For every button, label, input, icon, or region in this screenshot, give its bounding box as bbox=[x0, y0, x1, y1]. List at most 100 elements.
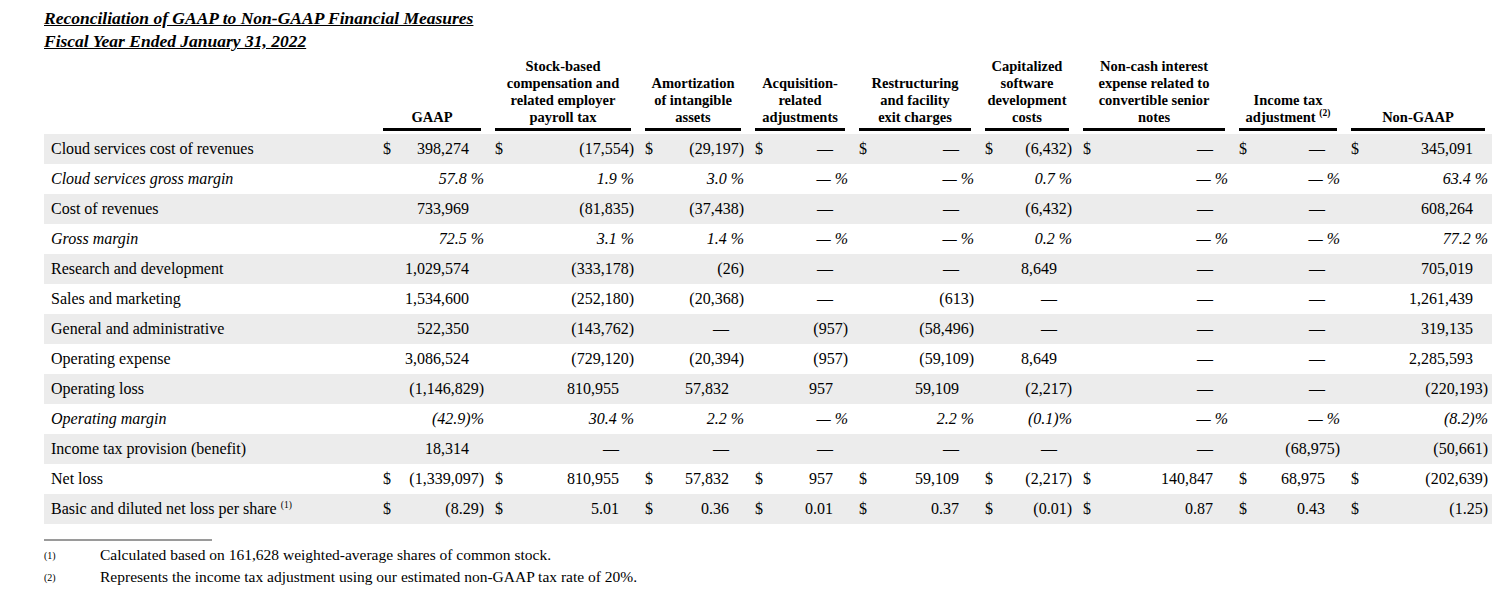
amount-value: 957 bbox=[809, 470, 852, 488]
amount-cell: (6,432) bbox=[978, 194, 1076, 224]
table-row: Basic and diluted net loss per share (1)… bbox=[44, 494, 1492, 524]
column-header: Non-GAAP bbox=[1344, 58, 1492, 134]
currency-symbol: $ bbox=[645, 500, 653, 518]
amount-cell: 8,649 bbox=[978, 344, 1076, 374]
amount-value: (143,762) bbox=[571, 320, 638, 338]
amount-value: — bbox=[713, 320, 748, 338]
footnote-rule bbox=[44, 539, 212, 541]
amount-cell: (333,178) bbox=[488, 254, 638, 284]
amount-value: 18,314 bbox=[425, 440, 488, 458]
reconciliation-table: GAAPStock-basedcompensation andrelated e… bbox=[44, 58, 1492, 524]
amount-value: 957 bbox=[809, 380, 852, 398]
amount-cell: 3.0 % bbox=[638, 164, 748, 194]
amount-cell: $345,091 bbox=[1344, 134, 1492, 164]
amount-cell: (81,835) bbox=[488, 194, 638, 224]
amount-cell: — % bbox=[1232, 404, 1344, 434]
amount-value: — bbox=[1041, 290, 1076, 308]
amount-value: — % bbox=[1308, 170, 1344, 188]
table-row: Operating loss(1,146,829)810,95557,83295… bbox=[44, 374, 1492, 404]
amount-cell: 3,086,524 bbox=[376, 344, 488, 374]
amount-cell: 733,969 bbox=[376, 194, 488, 224]
column-header: Acquisition-relatedadjustments bbox=[748, 58, 852, 134]
amount-value: — bbox=[1309, 200, 1344, 218]
currency-symbol: $ bbox=[645, 140, 653, 158]
amount-value: 705,019 bbox=[1421, 260, 1492, 278]
amount-cell: 63.4 % bbox=[1344, 164, 1492, 194]
amount-cell: $0.36 bbox=[638, 494, 748, 524]
amount-cell: 0.2 % bbox=[978, 224, 1076, 254]
amount-cell: 72.5 % bbox=[376, 224, 488, 254]
amount-cell: 30.4 % bbox=[488, 404, 638, 434]
amount-value: 0.2 % bbox=[1035, 230, 1076, 248]
amount-cell: $(17,554) bbox=[488, 134, 638, 164]
currency-symbol: $ bbox=[755, 500, 763, 518]
amount-value: (1,339,097) bbox=[409, 470, 488, 488]
amount-value: — % bbox=[942, 170, 978, 188]
amount-value: — bbox=[1309, 140, 1344, 158]
amount-cell: — bbox=[1076, 374, 1232, 404]
amount-cell: (2,217) bbox=[978, 374, 1076, 404]
amount-cell: — bbox=[1076, 194, 1232, 224]
currency-symbol: $ bbox=[859, 470, 867, 488]
amount-value: 59,109 bbox=[915, 470, 978, 488]
amount-value: — bbox=[1197, 290, 1232, 308]
amount-cell: — bbox=[748, 254, 852, 284]
amount-value: 77.2 % bbox=[1443, 230, 1492, 248]
amount-value: — bbox=[1041, 440, 1076, 458]
footnote-text: Represents the income tax adjustment usi… bbox=[100, 566, 1492, 588]
amount-cell: 1,534,600 bbox=[376, 284, 488, 314]
column-header: Amortizationof intangibleassets bbox=[638, 58, 748, 134]
column-header: Capitalizedsoftwaredevelopmentcosts bbox=[978, 58, 1076, 134]
amount-cell: (143,762) bbox=[488, 314, 638, 344]
amount-cell: 3.1 % bbox=[488, 224, 638, 254]
amount-cell: 608,264 bbox=[1344, 194, 1492, 224]
amount-cell: (8.2)% bbox=[1344, 404, 1492, 434]
amount-value: (20,394) bbox=[689, 350, 748, 368]
amount-cell: 2.2 % bbox=[852, 404, 978, 434]
amount-cell: — bbox=[1232, 374, 1344, 404]
amount-cell: 8,649 bbox=[978, 254, 1076, 284]
amount-cell: 1.4 % bbox=[638, 224, 748, 254]
amount-value: (613) bbox=[939, 290, 978, 308]
amount-cell: — % bbox=[1232, 224, 1344, 254]
currency-symbol: $ bbox=[1239, 140, 1247, 158]
amount-value: — bbox=[1309, 350, 1344, 368]
currency-symbol: $ bbox=[495, 500, 503, 518]
amount-value: (333,178) bbox=[571, 260, 638, 278]
amount-value: — bbox=[817, 200, 852, 218]
row-label: Gross margin bbox=[44, 224, 376, 254]
amount-cell: $(6,432) bbox=[978, 134, 1076, 164]
amount-cell: (220,193) bbox=[1344, 374, 1492, 404]
amount-value: — bbox=[1309, 260, 1344, 278]
footnote-text: Calculated based on 161,628 weighted-ave… bbox=[100, 544, 1492, 566]
amount-cell: — % bbox=[852, 224, 978, 254]
amount-cell: $957 bbox=[748, 464, 852, 494]
amount-value: 57.8 % bbox=[439, 170, 488, 188]
amount-cell: — bbox=[1076, 314, 1232, 344]
currency-symbol: $ bbox=[645, 470, 653, 488]
amount-cell: (26) bbox=[638, 254, 748, 284]
amount-value: (26) bbox=[717, 260, 748, 278]
amount-cell: $68,975 bbox=[1232, 464, 1344, 494]
currency-symbol: $ bbox=[1239, 470, 1247, 488]
amount-value: — % bbox=[1196, 410, 1232, 428]
amount-value: 68,975 bbox=[1281, 470, 1344, 488]
amount-cell: 77.2 % bbox=[1344, 224, 1492, 254]
amount-cell: 810,955 bbox=[488, 374, 638, 404]
amount-value: — bbox=[1309, 380, 1344, 398]
amount-cell: $(1,339,097) bbox=[376, 464, 488, 494]
amount-cell: $5.01 bbox=[488, 494, 638, 524]
amount-cell: — % bbox=[748, 224, 852, 254]
amount-cell: 2,285,593 bbox=[1344, 344, 1492, 374]
currency-symbol: $ bbox=[985, 140, 993, 158]
amount-cell: (729,120) bbox=[488, 344, 638, 374]
amount-cell: — % bbox=[748, 164, 852, 194]
currency-symbol: $ bbox=[495, 470, 503, 488]
amount-value: (957) bbox=[813, 350, 852, 368]
amount-value: — bbox=[1197, 260, 1232, 278]
amount-value: (252,180) bbox=[571, 290, 638, 308]
amount-cell: 522,350 bbox=[376, 314, 488, 344]
footnote-item: (1)Calculated based on 161,628 weighted-… bbox=[44, 544, 1492, 566]
column-header: Stock-basedcompensation andrelated emplo… bbox=[488, 58, 638, 134]
amount-cell: — bbox=[978, 284, 1076, 314]
